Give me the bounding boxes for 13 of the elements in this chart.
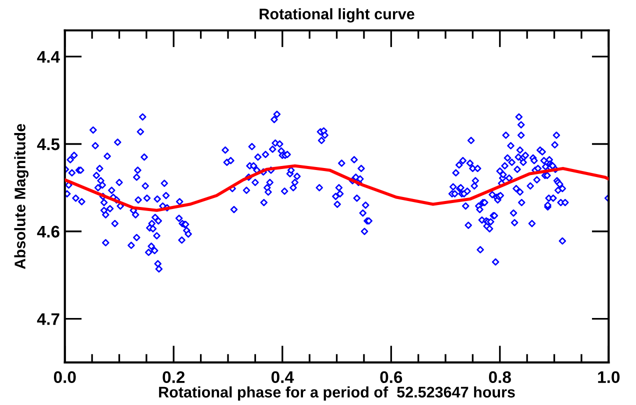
x-axis-title: Rotational phase for a period of 52.523647 hours [159,386,515,401]
y-tick-label: 4.6 [37,226,60,238]
y-tick-label: 4.7 [37,313,60,325]
y-axis-title: Absolute Magnitude [14,124,29,270]
chart-title: Rotational light curve [260,8,414,22]
x-tick-label: 0.2 [162,371,185,384]
x-tick-label: 0.6 [380,371,402,384]
y-tick-label: 4.4 [37,51,60,63]
x-tick-label: 0.0 [54,371,76,384]
x-tick-label: 1.0 [598,371,620,384]
x-tick-label: 0.8 [488,371,511,384]
x-tick-label: 0.4 [271,371,294,384]
y-tick-label: 4.5 [37,138,60,150]
